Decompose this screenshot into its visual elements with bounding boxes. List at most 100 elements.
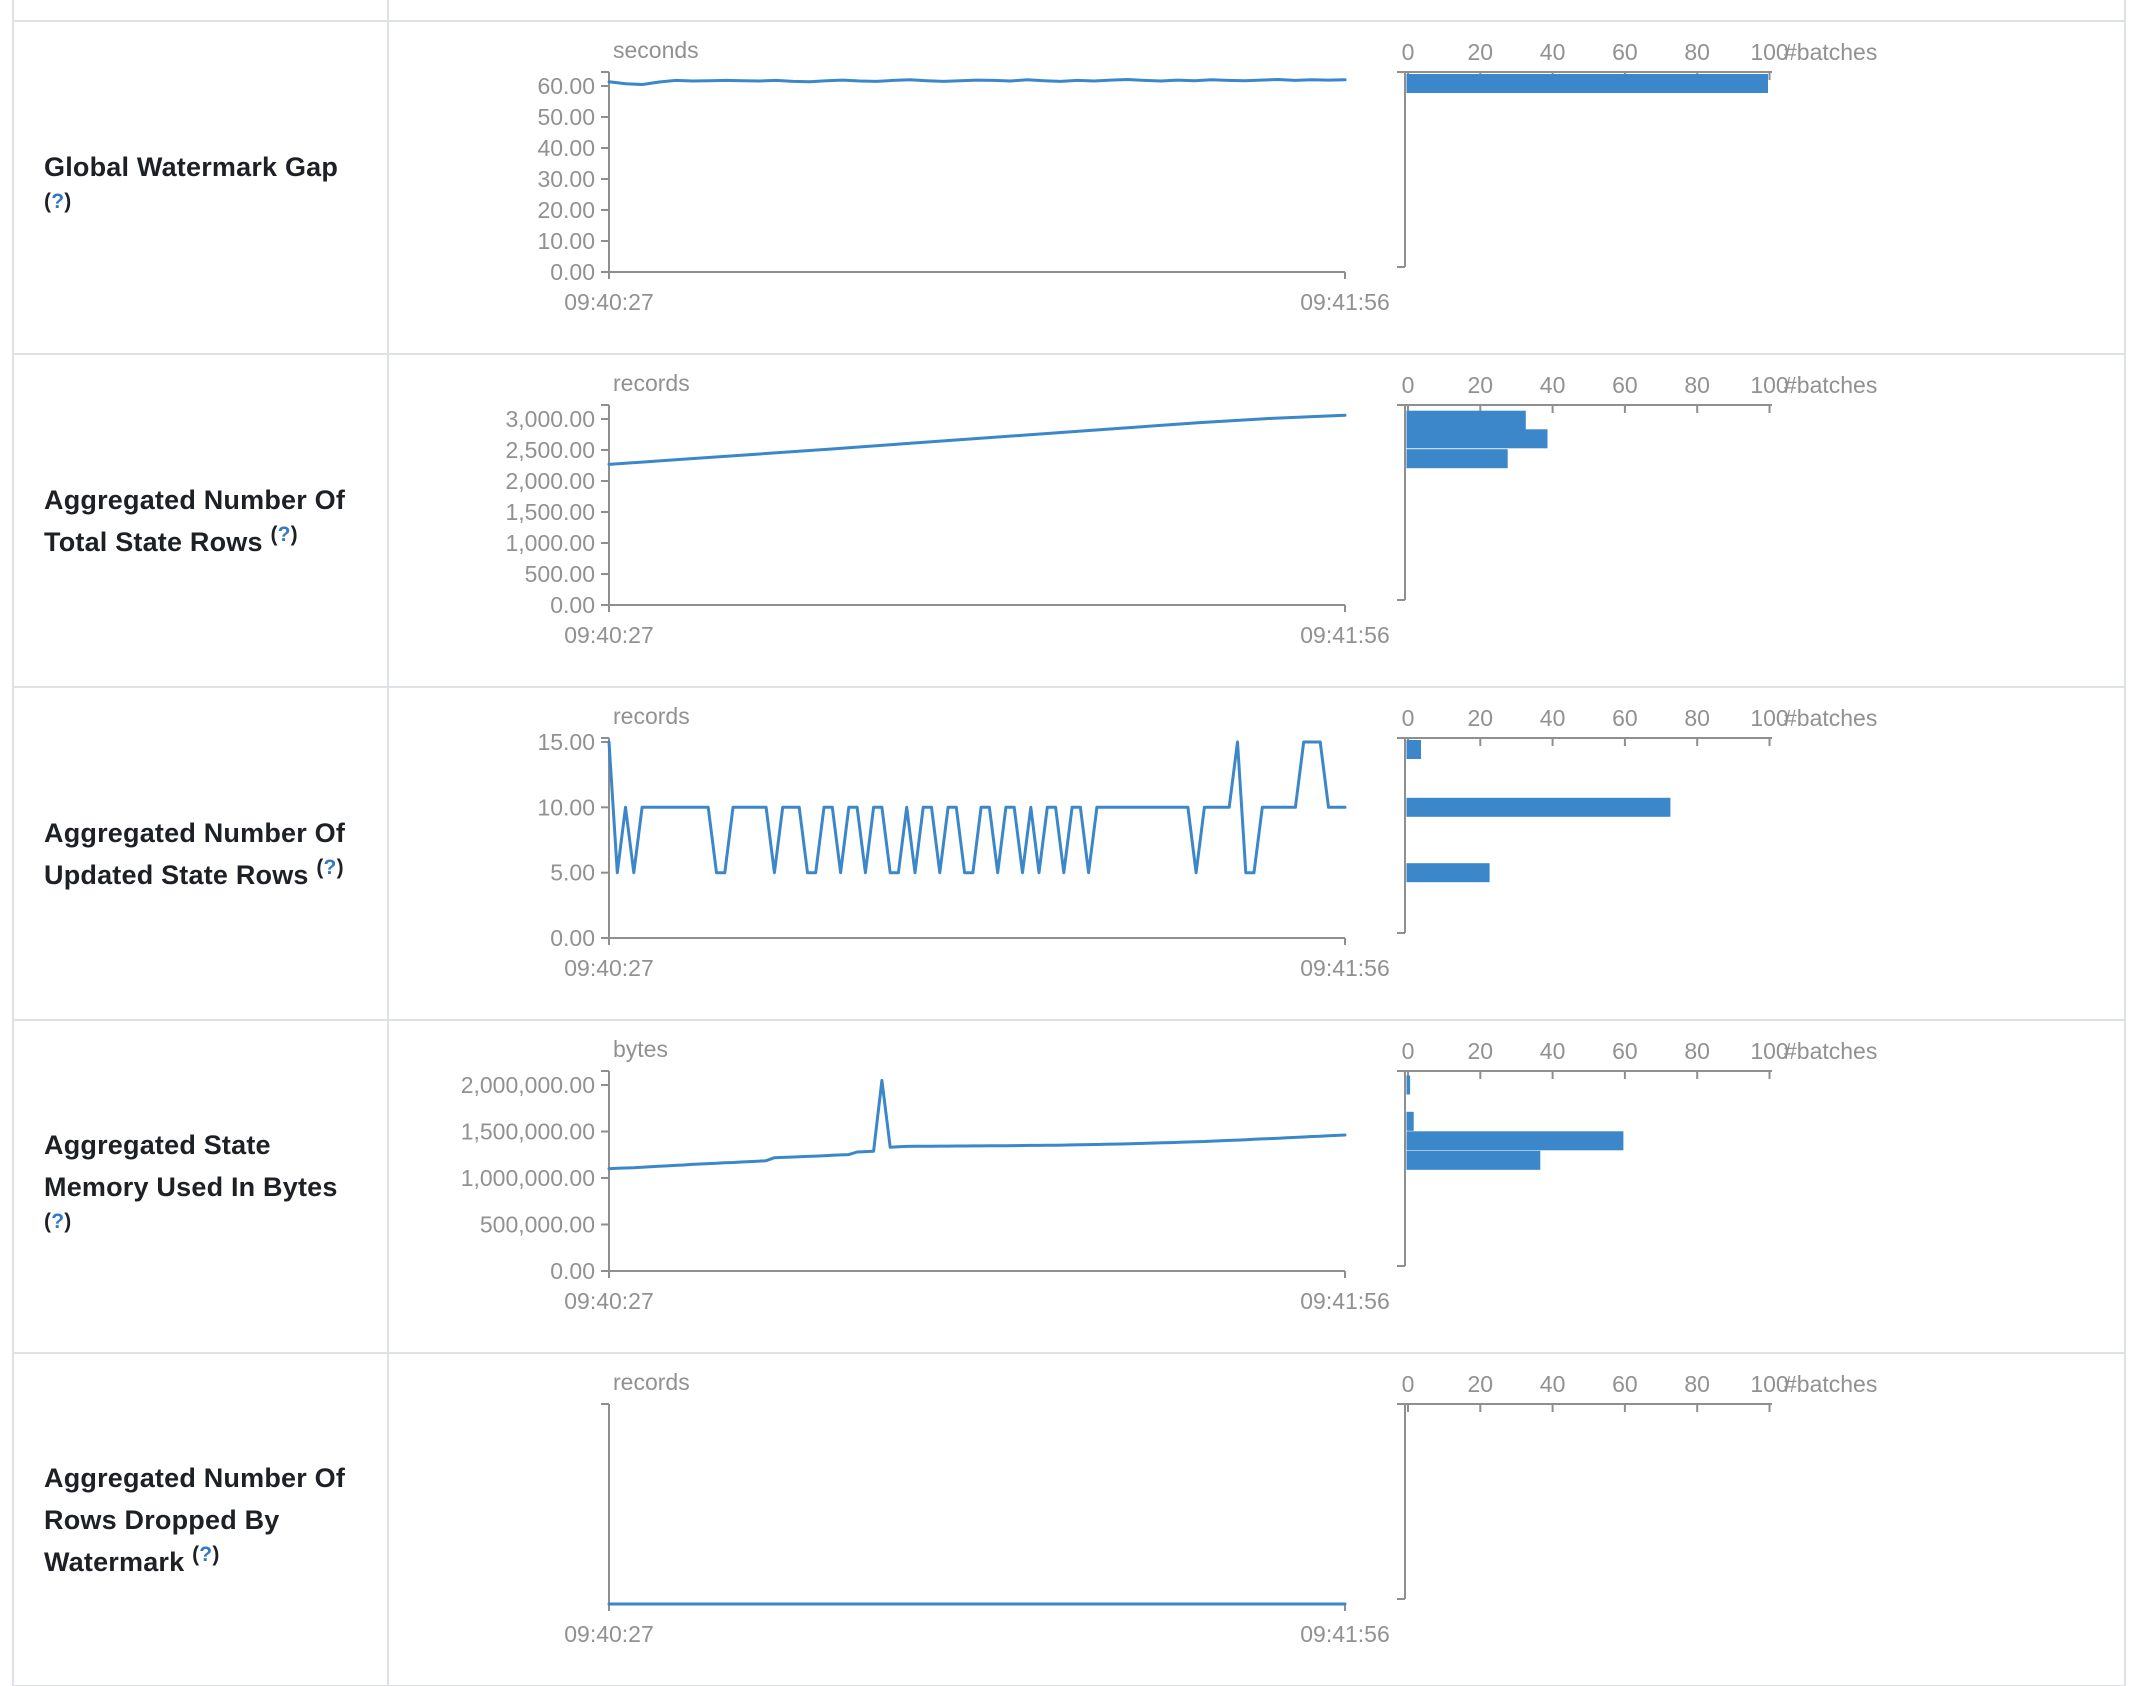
- metric-charts-svg: records 09:40:27 09:41:56 0 20 40 60 80 100#batc…: [564, 1369, 1877, 1647]
- metric-label: Aggregated State Memory Used In Bytes (?…: [44, 1124, 369, 1250]
- metric-label-cell: Global Watermark Gap (?): [12, 20, 389, 355]
- histogram-bar: [1406, 410, 1526, 430]
- histogram-bar: [1406, 1131, 1624, 1151]
- help-question-link[interactable]: ?: [199, 1542, 213, 1566]
- hist-x-tick-label: 100: [1750, 39, 1788, 65]
- x-start-time-label: 09:40:27: [564, 289, 654, 315]
- y-tick-label: 10.00: [537, 794, 595, 820]
- metric-charts-cell: records 09:40:27 09:41:56 0 20 40 60 80 100 #batc…: [387, 1352, 2126, 1686]
- hist-x-tick-label: 0: [1402, 1371, 1415, 1397]
- histogram-bar: [1406, 429, 1548, 449]
- metric-charts-cell: records 0.00 500.00 1,000.00 1,500.00 2,000.0…: [387, 353, 2126, 688]
- y-tick-label: 0.00: [550, 592, 595, 618]
- hist-batches-label: #batches: [1784, 39, 1877, 65]
- help-question-link[interactable]: ?: [51, 189, 65, 213]
- hist-x-tick-label: 0: [1402, 39, 1415, 65]
- metric-label-text: Aggregated Number Of Total State Rows: [44, 484, 346, 557]
- metric-label: Global Watermark Gap (?): [44, 146, 369, 230]
- timeline-line: [607, 413, 1347, 466]
- help-badge: (?): [44, 1209, 72, 1233]
- y-tick-label: 2,000,000.00: [461, 1072, 595, 1098]
- x-start-time-label: 09:40:27: [564, 1288, 654, 1314]
- timeline-line: [607, 740, 1347, 875]
- metric-label-text: Aggregated State Memory Used In Bytes: [44, 1129, 338, 1202]
- metric-row-total-state-rows: Aggregated Number Of Total State Rows (?…: [12, 353, 2126, 688]
- metric-label-cell: Aggregated Number Of Rows Dropped By Wat…: [12, 1352, 389, 1686]
- hist-x-tick-label: 80: [1684, 705, 1710, 731]
- x-end-time-label: 09:41:56: [1300, 1621, 1390, 1647]
- metric-charts-cell: seconds 0.00 10.00 20.00 30.00 40.00 50.00 60.0…: [387, 20, 2126, 355]
- y-tick-label: 2,000.00: [505, 468, 595, 494]
- hist-x-tick-label: 80: [1684, 1038, 1710, 1064]
- hist-x-tick-label: 20: [1468, 1038, 1494, 1064]
- hist-x-tick-label: 60: [1612, 705, 1638, 731]
- metric-label: Aggregated Number Of Updated State Rows …: [44, 812, 369, 896]
- y-tick-label: 3,000.00: [505, 406, 595, 432]
- help-badge: (?): [270, 522, 298, 546]
- help-question-link[interactable]: ?: [277, 522, 291, 546]
- metric-row-updated-state-rows: Aggregated Number Of Updated State Rows …: [12, 686, 2126, 1021]
- metric-row-rows-dropped-by-watermark: Aggregated Number Of Rows Dropped By Wat…: [12, 1352, 2126, 1686]
- hist-x-tick-label: 20: [1468, 372, 1494, 398]
- hist-batches-label: #batches: [1784, 1371, 1877, 1397]
- hist-x-tick-label: 100: [1750, 1038, 1788, 1064]
- help-question-link[interactable]: ?: [323, 855, 337, 879]
- y-tick-label: 0.00: [550, 925, 595, 951]
- metric-label-cell: Aggregated State Memory Used In Bytes (?…: [12, 1019, 389, 1354]
- y-tick-label: 5.00: [550, 860, 595, 886]
- hist-x-tick-label: 60: [1612, 1038, 1638, 1064]
- metric-label-text: Global Watermark Gap: [44, 151, 339, 182]
- histogram-bar: [1406, 740, 1421, 759]
- help-badge: (?): [192, 1542, 220, 1566]
- timeline-line: [607, 78, 1347, 86]
- hist-x-tick-label: 80: [1684, 1371, 1710, 1397]
- hist-x-tick-label: 80: [1684, 39, 1710, 65]
- metric-label: Aggregated Number Of Total State Rows (?…: [44, 479, 369, 563]
- histogram-bar: [1406, 863, 1490, 883]
- y-tick-label: 50.00: [537, 104, 595, 130]
- hist-x-tick-label: 100: [1750, 705, 1788, 731]
- metric-charts-svg: records 0.00 500.00 1,000.00 1,500.00 2,000.0…: [505, 370, 1877, 648]
- hist-x-tick-label: 40: [1540, 39, 1566, 65]
- y-tick-label: 500.00: [525, 561, 595, 587]
- timeline-unit-label: records: [613, 370, 690, 396]
- y-tick-label: 30.00: [537, 166, 595, 192]
- metric-label-text: Aggregated Number Of Updated State Rows: [44, 817, 346, 890]
- hist-x-tick-label: 60: [1612, 39, 1638, 65]
- histogram-bar: [1406, 1111, 1414, 1131]
- metric-charts-cell: bytes 0.00 500,000.00 1,000,000.00 1,500,000…: [387, 1019, 2126, 1354]
- timeline-unit-label: records: [613, 1369, 690, 1395]
- partial-label-cell: [12, 0, 389, 22]
- timeline-unit-label: bytes: [613, 1036, 668, 1062]
- y-tick-label: 60.00: [537, 73, 595, 99]
- hist-x-tick-label: 40: [1540, 705, 1566, 731]
- y-tick-label: 10.00: [537, 228, 595, 254]
- partial-chart-cell: [387, 0, 2126, 22]
- x-end-time-label: 09:41:56: [1300, 622, 1390, 648]
- hist-x-tick-label: 100: [1750, 372, 1788, 398]
- metric-label-cell: Aggregated Number Of Updated State Rows …: [12, 686, 389, 1021]
- timeline-line: [607, 1078, 1347, 1171]
- y-tick-label: 1,500.00: [505, 499, 595, 525]
- y-tick-label: 1,000.00: [505, 530, 595, 556]
- y-tick-label: 1,500,000.00: [461, 1119, 595, 1145]
- hist-x-tick-label: 80: [1684, 372, 1710, 398]
- hist-x-tick-label: 20: [1468, 39, 1494, 65]
- hist-x-tick-label: 0: [1402, 1038, 1415, 1064]
- timeline-unit-label: records: [613, 703, 690, 729]
- metric-charts-cell: records 0.00 5.00 10.00 15.00 09:40:27 09:41:5…: [387, 686, 2126, 1021]
- x-end-time-label: 09:41:56: [1300, 289, 1390, 315]
- y-tick-label: 1,000,000.00: [461, 1165, 595, 1191]
- y-tick-label: 0.00: [550, 1258, 595, 1284]
- metric-label: Aggregated Number Of Rows Dropped By Wat…: [44, 1457, 369, 1583]
- hist-x-tick-label: 0: [1402, 705, 1415, 731]
- y-tick-label: 0.00: [550, 259, 595, 285]
- hist-x-tick-label: 40: [1540, 1038, 1566, 1064]
- histogram-bar: [1406, 74, 1768, 93]
- histogram-bar: [1406, 1075, 1411, 1095]
- metric-charts-svg: bytes 0.00 500,000.00 1,000,000.00 1,500,000…: [461, 1036, 1878, 1314]
- hist-batches-label: #batches: [1784, 705, 1877, 731]
- help-question-link[interactable]: ?: [51, 1209, 65, 1233]
- hist-batches-label: #batches: [1784, 1038, 1877, 1064]
